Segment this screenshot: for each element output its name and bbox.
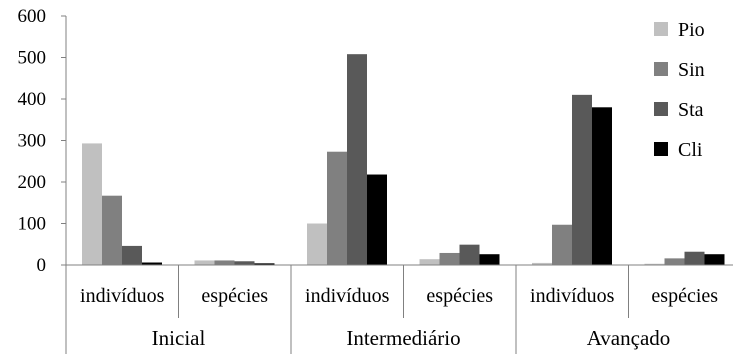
x-group-label: Avançado — [587, 326, 671, 350]
x-category-label: espécies — [651, 285, 718, 307]
legend-swatch — [654, 62, 668, 76]
legend-label: Sin — [678, 59, 705, 81]
bar-pio — [194, 260, 215, 265]
bar-pio — [644, 263, 665, 265]
bar-sta — [122, 245, 142, 265]
bar-sin — [102, 195, 122, 265]
bar-pio — [307, 223, 327, 265]
legend-swatch — [654, 102, 668, 116]
bar-sta — [347, 54, 367, 266]
bar-sin — [552, 224, 572, 265]
bar-sta — [684, 251, 705, 265]
y-tick-label: 500 — [18, 48, 47, 69]
bar-cli — [592, 107, 612, 265]
y-axis: 0 100 200 300 400 500 600 — [18, 6, 67, 276]
bar-cli — [367, 174, 387, 265]
bar-pio — [419, 259, 440, 265]
x-group-label: Intermediário — [346, 326, 460, 350]
legend-label: Sta — [678, 99, 704, 121]
bar-sin — [439, 252, 460, 265]
x-category-label: espécies — [201, 285, 268, 307]
legend-swatch — [654, 22, 668, 36]
bar-sta — [572, 94, 592, 265]
legend-label: Cli — [678, 139, 703, 161]
legend: Pio Sin Sta Cli — [654, 19, 705, 161]
x-category-label: indivíduos — [530, 285, 615, 307]
y-tick-label: 100 — [18, 214, 47, 235]
x-category-label: espécies — [426, 285, 493, 307]
legend-label: Pio — [678, 19, 705, 41]
bar-cli — [142, 262, 162, 265]
bar-cli — [479, 254, 500, 265]
bar-sin — [327, 151, 347, 265]
y-tick-label: 600 — [18, 6, 47, 27]
bar-sin — [214, 260, 235, 265]
x-axis: indivíduos espécies indivíduos espécies indi… — [65, 264, 733, 354]
y-tick-label: 200 — [18, 172, 47, 193]
y-tick-label: 400 — [18, 89, 47, 110]
x-category-label: indivíduos — [305, 285, 390, 307]
bar-sta — [459, 244, 480, 265]
bar-pio — [82, 143, 102, 265]
bar-cli — [254, 263, 275, 265]
x-group-label: Inicial — [152, 326, 206, 350]
legend-swatch — [654, 142, 668, 156]
bars — [82, 54, 725, 266]
y-tick-label: 0 — [37, 255, 47, 276]
x-category-label: indivíduos — [80, 285, 165, 307]
bar-pio — [532, 262, 552, 265]
bar-sta — [234, 261, 255, 265]
bar-sin — [664, 258, 685, 265]
bar-cli — [704, 254, 725, 265]
y-tick-label: 300 — [18, 131, 47, 152]
